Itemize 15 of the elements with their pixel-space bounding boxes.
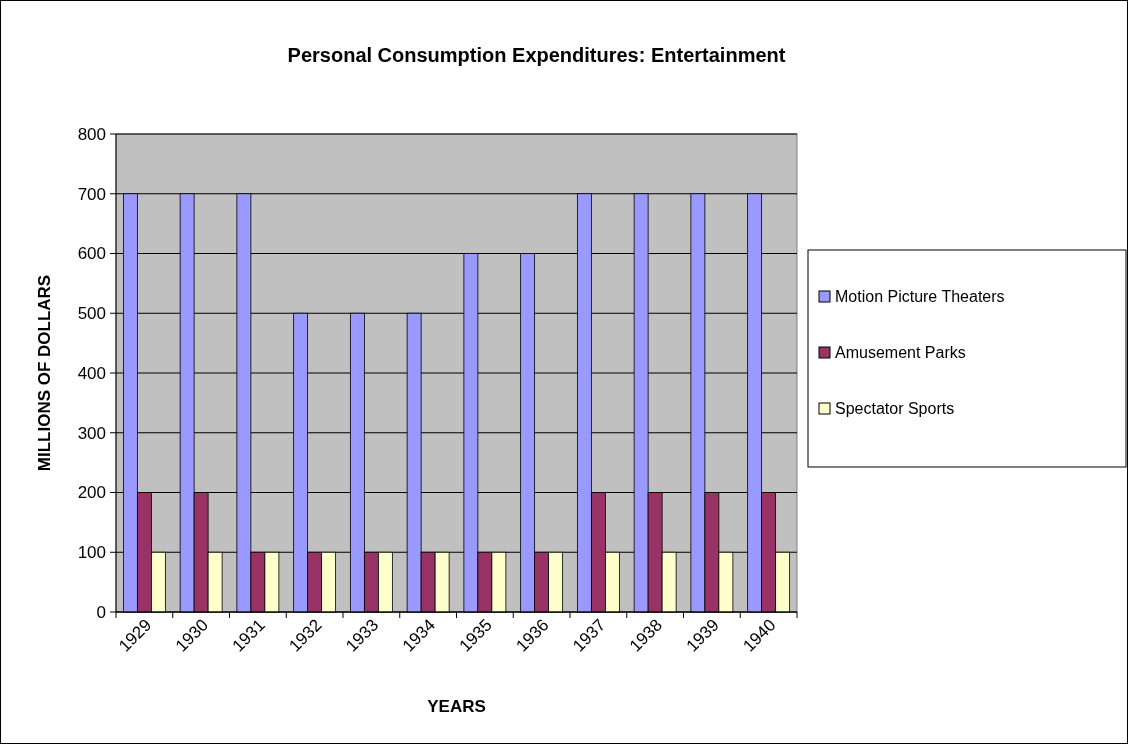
y-tick-label: 0 bbox=[96, 602, 106, 622]
y-tick-label: 800 bbox=[77, 124, 106, 144]
legend-label: Amusement Parks bbox=[835, 344, 966, 361]
legend-label: Spectator Sports bbox=[835, 400, 955, 417]
chart-title: Personal Consumption Expenditures: Entertainment bbox=[287, 44, 786, 66]
y-tick-label: 300 bbox=[77, 423, 106, 443]
y-tick-label: 200 bbox=[77, 483, 106, 503]
y-axis-title: MILLIONS OF DOLLARS bbox=[35, 274, 54, 472]
y-tick-label: 100 bbox=[77, 543, 106, 563]
y-tick-label: 400 bbox=[77, 363, 106, 383]
x-axis-title: YEARS bbox=[427, 697, 486, 716]
y-tick-label: 700 bbox=[77, 184, 106, 204]
y-tick-label: 500 bbox=[77, 304, 106, 324]
y-tick-label: 600 bbox=[77, 244, 106, 264]
legend-label: Motion Picture Theaters bbox=[835, 288, 1005, 305]
